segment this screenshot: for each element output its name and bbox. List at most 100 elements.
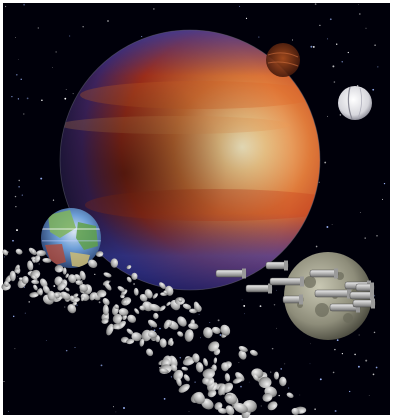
asteroid (95, 251, 104, 257)
asteroid (15, 248, 23, 255)
star (314, 3, 317, 5)
starship (314, 288, 352, 299)
asteroid (88, 259, 98, 269)
star (170, 376, 173, 378)
asteroid (39, 278, 48, 288)
star (377, 66, 379, 68)
starship (245, 283, 273, 294)
asteroid (193, 301, 201, 312)
asteroid (14, 268, 20, 273)
star (309, 363, 311, 365)
asteroid (104, 282, 112, 291)
asteroid (177, 331, 184, 337)
star (258, 36, 260, 38)
star (312, 45, 315, 48)
star (163, 398, 166, 400)
star (40, 177, 43, 180)
asteroid (152, 293, 158, 299)
star (280, 368, 282, 370)
asteroid (149, 303, 161, 312)
star (41, 99, 43, 102)
star (107, 20, 109, 22)
asteroid (159, 338, 167, 348)
star (332, 371, 335, 374)
asteroid (106, 323, 114, 336)
earthlike-planet (41, 208, 101, 268)
asteroid (208, 341, 220, 352)
asteroid (203, 327, 213, 339)
star (334, 348, 336, 351)
asteroid (159, 282, 166, 289)
star (332, 65, 335, 68)
asteroid (258, 376, 272, 389)
asteroid (238, 345, 248, 353)
star (341, 353, 343, 355)
star (324, 161, 327, 164)
asteroid (178, 383, 190, 393)
asteroid (267, 401, 278, 411)
star (23, 3, 25, 6)
star (245, 17, 248, 19)
star (349, 390, 351, 393)
asteroid (262, 393, 273, 402)
asteroid (36, 250, 46, 257)
asteroid (177, 316, 187, 327)
gas-giant (59, 29, 321, 291)
asteroid (96, 289, 107, 298)
asteroid (68, 274, 77, 284)
star (210, 367, 212, 369)
asteroid (65, 287, 70, 292)
asteroid (147, 331, 158, 338)
star (15, 37, 16, 38)
asteroid (221, 362, 229, 372)
asteroid (79, 270, 86, 281)
star (382, 198, 383, 200)
asteroid (232, 377, 243, 384)
starship (269, 276, 305, 287)
starship-fleet (215, 260, 376, 313)
star (52, 67, 53, 68)
asteroid (139, 305, 146, 311)
asteroid (131, 332, 142, 342)
asteroid (3, 281, 9, 287)
star (16, 229, 18, 232)
asteroid (224, 373, 231, 382)
asteroid (101, 318, 109, 324)
star (109, 280, 111, 282)
star (373, 331, 376, 334)
starship (329, 302, 361, 313)
asteroid (89, 292, 96, 301)
asteroid (273, 371, 280, 380)
star (72, 93, 74, 95)
asteroid (139, 293, 148, 302)
star (372, 88, 375, 91)
star (284, 363, 286, 365)
star (339, 114, 342, 116)
star (16, 276, 18, 277)
star (241, 299, 243, 301)
star (329, 18, 332, 21)
star (81, 280, 83, 282)
star (358, 334, 360, 336)
asteroid (238, 350, 247, 360)
star (243, 304, 246, 307)
asteroid (29, 292, 39, 298)
star (331, 224, 333, 225)
star (113, 406, 114, 408)
brown-planet (266, 43, 300, 77)
star (374, 44, 376, 47)
asteroid (291, 407, 300, 416)
star (271, 347, 274, 350)
asteroid (202, 377, 210, 385)
star (14, 348, 16, 350)
asteroid (207, 389, 217, 398)
star (76, 304, 78, 306)
star (98, 301, 101, 304)
asteroid (202, 368, 215, 379)
star (8, 410, 9, 412)
star (37, 27, 39, 29)
star (55, 51, 57, 53)
asteroid (75, 280, 83, 286)
star (314, 408, 316, 410)
star (336, 43, 338, 45)
